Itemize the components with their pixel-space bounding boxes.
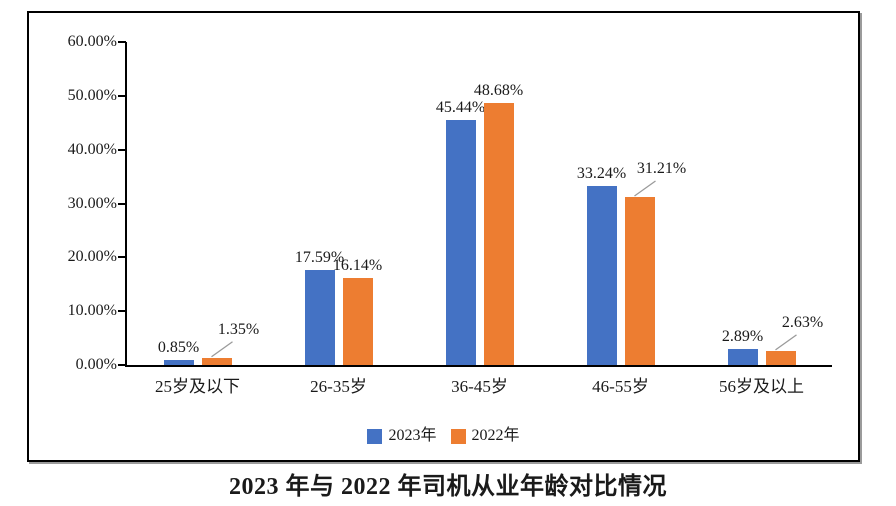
y-axis-tick-mark <box>118 202 126 205</box>
legend-label-2023: 2023年 <box>388 427 437 444</box>
chart-frame: 0.00% 10.00% 20.00% 30.00% 40.00% 50.00% 60.00… <box>27 11 860 462</box>
label-leader-line <box>775 334 797 351</box>
y-axis-tick-mark <box>118 364 126 366</box>
y-axis-tick-label: 60.00% <box>67 33 117 50</box>
data-label: 17.59% <box>294 249 345 267</box>
legend-label-2022: 2022年 <box>471 427 520 444</box>
x-axis-label: 25岁及以下 <box>155 377 240 396</box>
bar-2022-group-3 <box>624 196 655 365</box>
label-leader-line <box>634 180 656 197</box>
bar-2023-group-4 <box>727 349 758 365</box>
y-axis-tick-label: 0.00% <box>75 356 117 373</box>
bar-2022-group-1 <box>342 278 373 365</box>
label-leader-line <box>211 341 233 358</box>
x-axis-label: 36-45岁 <box>451 377 508 396</box>
chart-title: 2023 年与 2022 年司机从业年龄对比情况 <box>229 474 667 500</box>
bar-2023-group-0 <box>163 360 194 365</box>
bar-2022-group-4 <box>765 350 796 365</box>
plot-area: 0.00% 10.00% 20.00% 30.00% 40.00% 50.00% 60.00… <box>29 13 858 460</box>
data-label: 45.44% <box>435 99 486 117</box>
data-label: 1.35% <box>217 320 260 338</box>
y-axis-tick-label: 20.00% <box>67 248 117 266</box>
y-axis-tick-mark <box>118 310 126 313</box>
y-axis-line <box>125 42 127 367</box>
x-axis-label: 56岁及以上 <box>719 377 804 396</box>
legend-item-2022: 2022年 <box>450 427 520 445</box>
data-label: 2.63% <box>781 313 824 331</box>
bar-2023-group-1 <box>304 270 335 365</box>
y-axis-tick-label: 40.00% <box>67 140 117 158</box>
legend-swatch-2022 <box>450 428 466 444</box>
y-axis-tick-mark <box>118 41 126 43</box>
data-label: 33.24% <box>576 165 627 183</box>
data-label: 2.89% <box>721 328 764 346</box>
data-label: 48.68% <box>473 81 524 99</box>
y-axis-tick-label: 30.00% <box>67 194 117 212</box>
bar-2022-group-0 <box>201 357 232 365</box>
bar-2023-group-2 <box>445 120 476 365</box>
legend-swatch-2023 <box>367 428 383 444</box>
bar-2023-group-3 <box>586 186 617 365</box>
x-axis-label: 26-35岁 <box>310 377 367 396</box>
data-label: 16.14% <box>332 257 383 275</box>
bar-2022-group-2 <box>483 102 514 365</box>
data-label: 0.85% <box>157 339 200 357</box>
y-axis-tick-mark <box>118 94 126 97</box>
y-axis-tick-label: 10.00% <box>67 302 117 320</box>
chart-legend: 2023年 2022年 <box>29 427 858 445</box>
y-axis-tick-mark <box>118 256 126 259</box>
x-axis-label: 46-55岁 <box>592 377 649 396</box>
data-label: 31.21% <box>636 159 687 177</box>
x-axis-line <box>125 365 832 367</box>
legend-item-2023: 2023年 <box>367 427 437 445</box>
y-axis-tick-label: 50.00% <box>67 86 117 104</box>
y-axis-tick-mark <box>118 148 126 151</box>
